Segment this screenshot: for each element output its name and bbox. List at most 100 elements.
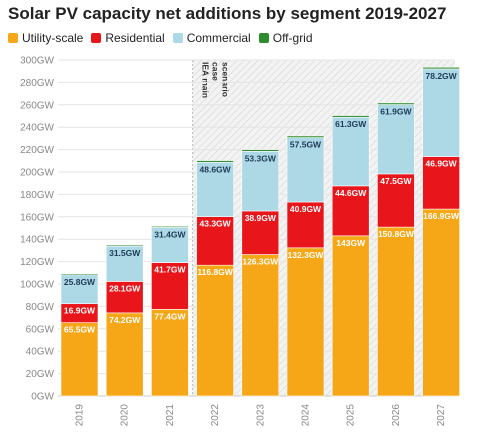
data-label: 53.3GW: [245, 153, 277, 163]
data-label: 41.7GW: [154, 265, 186, 275]
legend-swatch-offgrid: [258, 33, 269, 43]
data-label: 126.3GW: [242, 257, 279, 267]
legend-swatch-utility: [8, 33, 18, 43]
y-tick-label: 140GW: [20, 235, 54, 246]
data-label: 31.5GW: [109, 248, 141, 258]
bar-segment[interactable]: [241, 150, 280, 212]
x-tick-label: 2025: [346, 404, 357, 427]
legend-swatch-commercial: [172, 33, 183, 43]
bar-segment[interactable]: [241, 149, 280, 152]
legend-item-utility[interactable]: Utility-scale: [8, 31, 83, 45]
bar-segment[interactable]: [151, 262, 189, 310]
data-label: 46.9GW: [426, 159, 458, 169]
data-label: 28.1GW: [109, 283, 141, 293]
x-tick-label: 2027: [436, 404, 447, 427]
data-label: 48.6GW: [200, 164, 232, 174]
data-label: 74.2GW: [109, 315, 141, 325]
bar-segment[interactable]: [151, 226, 189, 228]
data-label: 44.6GW: [335, 188, 367, 198]
y-tick-label: 20GW: [26, 369, 55, 380]
y-tick-label: 80GW: [26, 302, 55, 313]
data-label: 31.4GW: [154, 229, 186, 239]
chart-title: Solar PV capacity net additions by segme…: [8, 4, 447, 23]
x-tick-label: 2024: [301, 404, 312, 427]
bar-segment[interactable]: [105, 281, 144, 314]
bar-segment[interactable]: [241, 210, 280, 255]
y-tick-label: 60GW: [26, 324, 55, 335]
bar-segment[interactable]: [196, 216, 234, 266]
bar-segment[interactable]: [377, 226, 415, 397]
bar-segment[interactable]: [105, 244, 144, 247]
y-tick-label: 180GW: [20, 190, 54, 201]
legend-label-utility: Utility-scale: [22, 31, 84, 45]
data-label: 47.5GW: [380, 176, 412, 186]
bar-segment[interactable]: [331, 116, 370, 187]
y-tick-label: 280GW: [20, 78, 54, 89]
bar-segment[interactable]: [331, 235, 370, 397]
bar-segment[interactable]: [105, 312, 144, 397]
bar-segment[interactable]: [422, 156, 460, 210]
y-tick-label: 260GW: [20, 100, 54, 111]
scenario-annotation-line: IEA main: [201, 62, 211, 98]
bar-segment[interactable]: [286, 137, 325, 203]
data-label: 77.4GW: [154, 311, 186, 321]
legend-label-commercial: Commercial: [186, 31, 251, 45]
bar-segment[interactable]: [151, 227, 189, 263]
bar-segment[interactable]: [241, 254, 280, 397]
bar-segment[interactable]: [422, 208, 460, 397]
scenario-annotation-line: case: [211, 62, 221, 81]
y-tick-label: 120GW: [20, 257, 54, 268]
x-tick-label: 2021: [165, 404, 176, 427]
data-label: 61.9GW: [380, 107, 412, 117]
scenario-annotation-line: scenario: [221, 62, 231, 97]
bar-segment[interactable]: [105, 245, 144, 282]
y-tick-label: 160GW: [20, 212, 54, 223]
bar-segment[interactable]: [196, 160, 234, 163]
legend-label-offgrid: Off-grid: [272, 31, 313, 45]
y-tick-label: 0GW: [31, 392, 54, 403]
data-label: 143GW: [336, 238, 366, 248]
bar-segment[interactable]: [377, 173, 415, 228]
data-label: 38.9GW: [245, 213, 277, 223]
bar-segment[interactable]: [196, 161, 234, 217]
bar-segment[interactable]: [196, 264, 234, 397]
bar-segment[interactable]: [331, 115, 370, 118]
data-label: 132.3GW: [288, 250, 325, 260]
y-tick-label: 220GW: [20, 145, 54, 156]
bar-segment[interactable]: [331, 185, 370, 237]
data-label: 166.9GW: [423, 211, 460, 221]
legend-swatch-residential: [91, 33, 102, 43]
bar-segment[interactable]: [422, 68, 460, 157]
y-tick-label: 200GW: [20, 168, 54, 179]
data-label: 61.3GW: [335, 119, 367, 129]
bar-segment[interactable]: [286, 247, 325, 397]
bar-segment[interactable]: [422, 66, 460, 70]
bar-segment[interactable]: [60, 273, 99, 276]
data-label: 43.3GW: [200, 219, 232, 229]
data-label: 40.9GW: [290, 204, 322, 214]
data-label: 16.9GW: [64, 306, 96, 316]
bar-segment[interactable]: [151, 309, 189, 397]
y-tick-label: 40GW: [26, 347, 55, 358]
data-label: 65.5GW: [64, 325, 96, 335]
y-tick-label: 100GW: [20, 280, 54, 291]
legend-item-residential[interactable]: Residential: [91, 31, 165, 45]
y-tick-label: 300GW: [20, 56, 54, 67]
data-label: 57.5GW: [290, 140, 322, 150]
bar-segment[interactable]: [286, 201, 325, 249]
data-label: 150.8GW: [378, 229, 415, 239]
data-label: 116.8GW: [197, 267, 233, 277]
data-label: 25.8GW: [64, 277, 96, 287]
bar-segment[interactable]: [377, 104, 415, 175]
legend-item-offgrid[interactable]: Off-grid: [258, 31, 313, 45]
x-tick-label: 2022: [210, 404, 221, 427]
legend-item-commercial[interactable]: Commercial: [172, 31, 251, 45]
x-tick-label: 2020: [120, 404, 131, 427]
x-tick-label: 2019: [75, 404, 86, 427]
x-tick-label: 2026: [391, 404, 402, 427]
bar-segment[interactable]: [60, 322, 99, 397]
legend-label-residential: Residential: [105, 31, 165, 45]
bar-segment[interactable]: [377, 102, 415, 105]
bar-segment[interactable]: [286, 135, 325, 138]
